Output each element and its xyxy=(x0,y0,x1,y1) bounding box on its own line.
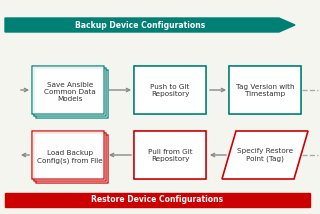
FancyBboxPatch shape xyxy=(134,131,206,179)
Text: Tag Version with
Timestamp: Tag Version with Timestamp xyxy=(236,83,294,97)
Text: Backup Device Configurations: Backup Device Configurations xyxy=(75,21,205,30)
FancyBboxPatch shape xyxy=(36,135,108,183)
FancyArrow shape xyxy=(5,18,295,32)
FancyBboxPatch shape xyxy=(36,70,108,118)
Text: Load Backup
Config(s) from File: Load Backup Config(s) from File xyxy=(37,150,103,164)
Bar xyxy=(5,193,310,207)
Polygon shape xyxy=(222,131,308,179)
Text: Save Ansible
Common Data
Models: Save Ansible Common Data Models xyxy=(44,82,96,102)
FancyBboxPatch shape xyxy=(134,66,206,114)
FancyBboxPatch shape xyxy=(32,131,104,179)
Text: Push to Git
Repository: Push to Git Repository xyxy=(150,83,190,97)
Text: Pull from Git
Repository: Pull from Git Repository xyxy=(148,149,192,162)
FancyBboxPatch shape xyxy=(34,133,106,181)
Text: Restore Device Configurations: Restore Device Configurations xyxy=(92,196,224,205)
FancyBboxPatch shape xyxy=(34,68,106,116)
Text: Specify Restore
Point (Tag): Specify Restore Point (Tag) xyxy=(237,148,293,162)
FancyBboxPatch shape xyxy=(229,66,301,114)
FancyBboxPatch shape xyxy=(32,66,104,114)
